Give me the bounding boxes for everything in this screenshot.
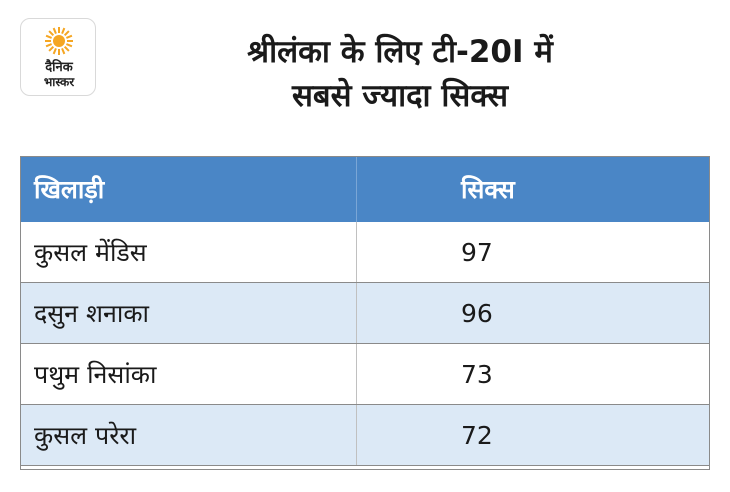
sixes-cell: 72 xyxy=(356,404,710,466)
logo-line1: दैनिक xyxy=(44,59,73,75)
player-cell: कुसल मेंडिस xyxy=(20,222,357,283)
player-cell: दसुन शनाका xyxy=(20,282,357,344)
title-line1: श्रीलंका के लिए टी-20I में xyxy=(247,34,553,70)
player-cell: पथुम निसांका xyxy=(20,343,357,405)
table-row: पथुम निसांका 73 xyxy=(20,343,710,405)
column-header-sixes: सिक्स xyxy=(356,156,710,222)
sixes-table: खिलाड़ी सिक्स कुसल मेंडिस 97 दसुन शनाका 96 प… xyxy=(20,156,710,466)
chart-title: श्रीलंका के लिए टी-20I में सबसे ज्यादा स… xyxy=(110,30,690,118)
logo-line2: भास्कर xyxy=(44,75,75,89)
sun-icon: दैनिक भास्कर xyxy=(44,27,75,89)
title-line2: सबसे ज्यादा सिक्स xyxy=(291,78,509,114)
table-row: कुसल परेरा 72 xyxy=(20,404,710,466)
dainik-bhaskar-logo: दैनिक भास्कर xyxy=(20,18,96,96)
table-row: कुसल मेंडिस 97 xyxy=(20,222,710,283)
sixes-cell: 96 xyxy=(356,282,710,344)
sixes-cell: 97 xyxy=(356,222,710,283)
sixes-cell: 73 xyxy=(356,343,710,405)
table-row: दसुन शनाका 96 xyxy=(20,282,710,344)
table-header-row: खिलाड़ी सिक्स xyxy=(20,156,710,222)
player-cell: कुसल परेरा xyxy=(20,404,357,466)
column-header-player: खिलाड़ी xyxy=(20,156,357,222)
